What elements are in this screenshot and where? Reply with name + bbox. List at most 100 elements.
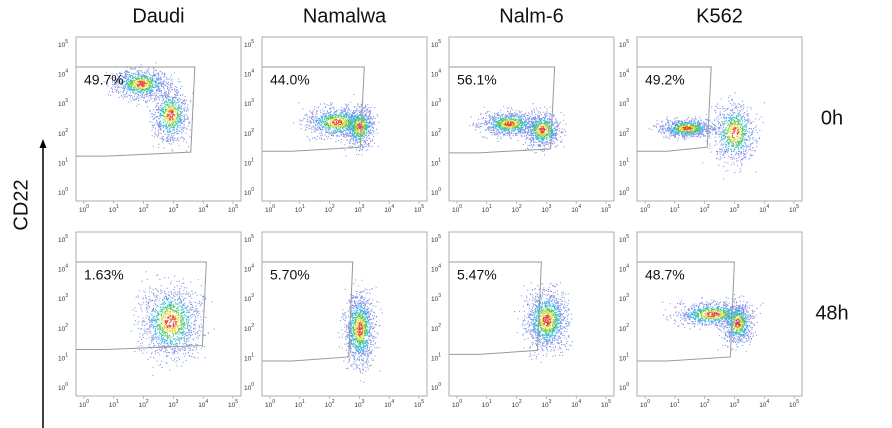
plot-panel: 10010010110110210210310310410410510548.7… [619,231,803,409]
tick-exponent: 0 [65,187,68,193]
tick-exponent: 4 [205,399,208,405]
tick-exponent: 0 [272,399,275,405]
event-dots [337,279,383,383]
gate-percentage: 56.1% [457,72,497,88]
tick-base: 10 [619,237,627,244]
y-tick-label: 102 [431,128,441,137]
tick-base: 10 [619,385,627,392]
tick-exponent: 4 [766,399,769,405]
plot-panel: 10010010110110210210310310410410510556.1… [431,36,615,214]
tick-base: 10 [431,71,439,78]
y-tick-label: 100 [244,187,254,196]
x-tick-label: 100 [79,204,89,213]
tick-base: 10 [79,207,87,214]
x-tick-label: 105 [789,399,799,408]
tick-exponent: 2 [65,128,68,134]
x-tick-label: 105 [601,204,611,213]
y-tick-label: 100 [58,382,68,391]
y-tick-label: 102 [619,128,629,137]
tick-exponent: 3 [549,399,552,405]
tick-base: 10 [58,237,66,244]
tick-base: 10 [431,385,439,392]
x-tick-label: 102 [700,399,710,408]
tick-exponent: 3 [176,204,179,210]
tick-exponent: 5 [608,204,611,210]
tick-base: 10 [619,131,627,138]
event-dots [669,113,749,153]
y-tick-label: 102 [244,323,254,332]
tick-exponent: 2 [519,204,522,210]
tick-base: 10 [244,237,252,244]
x-tick-label: 101 [482,204,492,213]
y-tick-label: 103 [431,294,441,303]
tick-exponent: 3 [251,99,254,105]
tick-exponent: 0 [251,382,254,388]
tick-base: 10 [619,326,627,333]
tick-base: 10 [619,101,627,108]
plot-frame [636,36,803,202]
event-dots [706,311,741,328]
tick-exponent: 2 [438,128,441,134]
event-dots [695,308,746,334]
x-tick-label: 104 [198,399,208,408]
tick-base: 10 [295,207,303,214]
tick-exponent: 0 [626,187,629,193]
tick-base: 10 [431,131,439,138]
tick-base: 10 [541,207,549,214]
tick-base: 10 [759,207,767,214]
plot-panel: 1001001011011021021031031041041051051.63… [58,231,242,409]
tick-exponent: 0 [272,204,275,210]
tick-base: 10 [431,296,439,303]
y-tick-label: 105 [619,39,629,48]
tick-exponent: 3 [65,99,68,105]
y-tick-label: 104 [619,69,629,78]
plot-frame [75,36,242,202]
plot-frame [448,231,615,397]
tick-exponent: 2 [332,204,335,210]
tick-exponent: 1 [677,399,680,405]
plot-frame [261,36,428,202]
event-dots [130,271,215,376]
tick-base: 10 [640,207,648,214]
tick-exponent: 0 [65,382,68,388]
x-tick-label: 103 [354,399,364,408]
tick-base: 10 [58,385,66,392]
y-tick-label: 101 [244,353,254,362]
tick-base: 10 [789,207,797,214]
tick-base: 10 [619,355,627,362]
event-dots [323,115,368,137]
plot-panel: 10010010110110210210310310410410510544.0… [244,36,428,214]
tick-base: 10 [58,355,66,362]
column-header: K562 [696,5,743,27]
x-tick-label: 102 [325,204,335,213]
tick-base: 10 [79,402,87,409]
tick-base: 10 [244,326,252,333]
y-tick-label: 101 [58,158,68,167]
x-tick-label: 104 [384,204,394,213]
event-dots [356,322,364,337]
y-tick-label: 101 [619,353,629,362]
arrow-head [39,139,47,148]
tick-exponent: 0 [459,399,462,405]
tick-base: 10 [244,296,252,303]
x-tick-label: 101 [295,399,305,408]
tick-base: 10 [571,207,579,214]
tick-exponent: 1 [438,353,441,359]
event-dots [349,305,370,354]
x-tick-label: 100 [452,399,462,408]
event-dots [648,92,765,180]
y-tick-label: 104 [431,69,441,78]
tick-base: 10 [265,402,273,409]
y-tick-label: 104 [58,264,68,273]
gate [449,261,542,355]
plot-panel: 1001001011011021021031031041041051055.47… [431,231,615,409]
tick-exponent: 5 [421,204,424,210]
tick-exponent: 5 [438,234,441,240]
tick-exponent: 0 [647,399,650,405]
tick-exponent: 3 [438,294,441,300]
tick-exponent: 2 [146,399,149,405]
event-dots [678,123,742,143]
y-tick-label: 105 [244,234,254,243]
x-tick-label: 103 [168,399,178,408]
x-tick-label: 104 [759,399,769,408]
